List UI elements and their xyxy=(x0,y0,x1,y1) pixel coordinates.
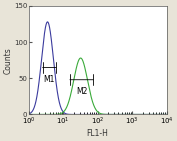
Text: M1: M1 xyxy=(44,75,55,84)
X-axis label: FL1-H: FL1-H xyxy=(87,129,109,137)
Text: M2: M2 xyxy=(76,87,87,96)
Y-axis label: Counts: Counts xyxy=(4,47,12,74)
